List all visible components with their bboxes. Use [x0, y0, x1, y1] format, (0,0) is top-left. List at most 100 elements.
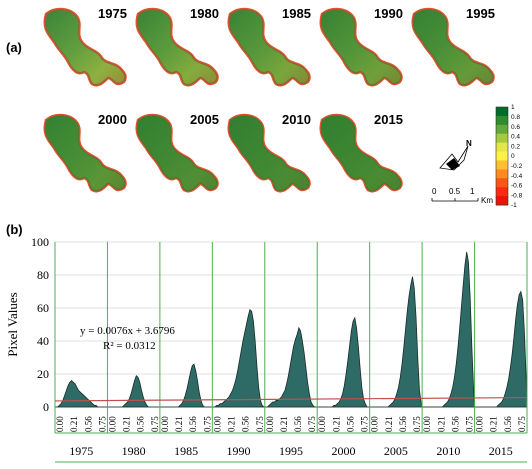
x-tick-label: 0.56	[503, 416, 513, 432]
colorbar-swatch	[496, 115, 508, 126]
x-tick-label: 0.75	[465, 416, 475, 432]
y-tick-label: 0	[43, 400, 49, 414]
x-tick-label: 0.56	[346, 416, 356, 432]
colorbar-swatch	[496, 133, 508, 144]
vegetation-overlay	[412, 9, 494, 86]
x-tick-label: 0.00	[55, 416, 65, 432]
x-tick-label: 0.00	[370, 416, 380, 432]
map-year-label-1980: 1980	[190, 6, 219, 21]
group-label-2005: 2005	[384, 444, 408, 458]
x-tick-label: 0.00	[475, 416, 485, 432]
group-label-1980: 1980	[122, 444, 146, 458]
colorbar-swatch	[496, 169, 508, 179]
x-tick-label: 0.21	[331, 416, 341, 432]
vegetation-overlay	[44, 9, 126, 86]
vegetation-overlay	[136, 115, 218, 192]
x-tick-label: 0.56	[136, 416, 146, 432]
series-area-2010	[422, 251, 475, 408]
map-2005: 2005	[135, 112, 219, 193]
group-label-1985: 1985	[174, 444, 198, 458]
x-tick-label: 0.56	[450, 416, 460, 432]
map-1985: 1985	[227, 6, 311, 87]
x-tick-label: 0.56	[241, 416, 251, 432]
colorbar-swatch	[496, 160, 508, 170]
map-year-label-2005: 2005	[190, 112, 219, 127]
trendline	[54, 396, 528, 402]
scale-tick-label: 0.5	[449, 187, 461, 196]
series-area-2015	[474, 290, 528, 408]
colorbar-swatch	[496, 107, 508, 117]
colorbar-tick-label: -1	[511, 202, 517, 209]
scale-bar: 0 0.5 1 Km	[431, 187, 493, 205]
colorbar-tick-label: 0.2	[511, 143, 520, 150]
map-1995: 1995	[411, 6, 495, 87]
x-tick-label: 0.75	[202, 416, 212, 432]
vegetation-overlay	[228, 9, 310, 86]
x-tick-label: 0.21	[69, 416, 79, 432]
x-tick-label: 0.00	[265, 416, 275, 432]
x-tick-label: 0.56	[83, 416, 93, 432]
map-year-label-2000: 2000	[98, 112, 127, 127]
series-area-1975	[55, 380, 108, 408]
y-tick-label: 20	[37, 367, 49, 381]
y-tick-label: 40	[37, 334, 49, 348]
colorbar-tick-label: 0.4	[511, 134, 520, 141]
map-2015: 2015	[319, 112, 403, 193]
x-tick-label: 0.00	[107, 416, 117, 432]
vegetation-overlay	[320, 9, 402, 86]
x-tick-label: 0.75	[517, 416, 527, 432]
colorbar-swatch	[496, 151, 508, 161]
x-tick-label: 0.56	[188, 416, 198, 432]
group-label-2000: 2000	[331, 444, 355, 458]
panel-b-label: (b)	[6, 222, 23, 237]
x-tick-label: 0.56	[293, 416, 303, 432]
series-area-2005	[369, 276, 423, 408]
panel-a-label: (a)	[6, 40, 22, 55]
vegetation-overlay	[136, 9, 218, 86]
x-tick-label: 0.75	[360, 416, 370, 432]
x-tick-label: 0.75	[150, 416, 160, 432]
vegetation-overlay	[320, 115, 402, 192]
map-2010: 2010	[227, 112, 311, 193]
scale-tick-label: 1	[470, 187, 475, 196]
group-label-1990: 1990	[227, 444, 251, 458]
series-area-1985	[159, 363, 213, 408]
map-year-label-2015: 2015	[374, 112, 403, 127]
colorbar-frame	[495, 106, 509, 206]
y-tick-label: 60	[37, 301, 49, 315]
x-tick-label: 0.21	[384, 416, 394, 432]
map-year-label-1985: 1985	[282, 6, 311, 21]
colorbar-tick-label: 0.8	[511, 114, 520, 121]
x-tick-label: 0.21	[279, 416, 289, 432]
x-tick-label: 0.00	[160, 416, 170, 432]
north-label: N	[466, 139, 472, 148]
x-tick-label: 0.21	[174, 416, 184, 432]
series-area-1995	[264, 326, 318, 408]
colorbar-swatch	[496, 178, 508, 188]
y-axis-label: Pixel Values	[5, 292, 20, 356]
map-1980: 1980	[135, 6, 219, 87]
trend-equation: y = 0.0076x + 3.6796	[80, 325, 175, 337]
x-tick-label: 0.75	[412, 416, 422, 432]
map-1990: 1990	[319, 6, 403, 87]
x-tick-label: 0.75	[97, 416, 107, 432]
x-tick-label: 0.75	[307, 416, 317, 432]
scale-tick-label: 0	[432, 187, 437, 196]
x-tick-label: 0.21	[122, 416, 132, 432]
x-tick-label: 0.00	[212, 416, 222, 432]
scale-unit: Km	[481, 196, 493, 205]
colorbar-tick-label: -0.4	[511, 173, 523, 180]
colorbar-tick-label: -0.6	[511, 183, 523, 190]
vegetation-overlay	[44, 115, 126, 192]
colorbar-tick-label: 0.6	[511, 124, 520, 131]
series-area-2000	[317, 316, 370, 408]
north-arrow-icon: N	[439, 139, 472, 171]
map-year-label-1995: 1995	[466, 6, 495, 21]
colorbar-swatch	[496, 196, 508, 206]
x-tick-label: 0.21	[226, 416, 236, 432]
colorbar-tick-label: 1	[511, 104, 515, 111]
colorbar-swatch	[496, 187, 508, 197]
colorbar-swatch	[496, 142, 508, 153]
